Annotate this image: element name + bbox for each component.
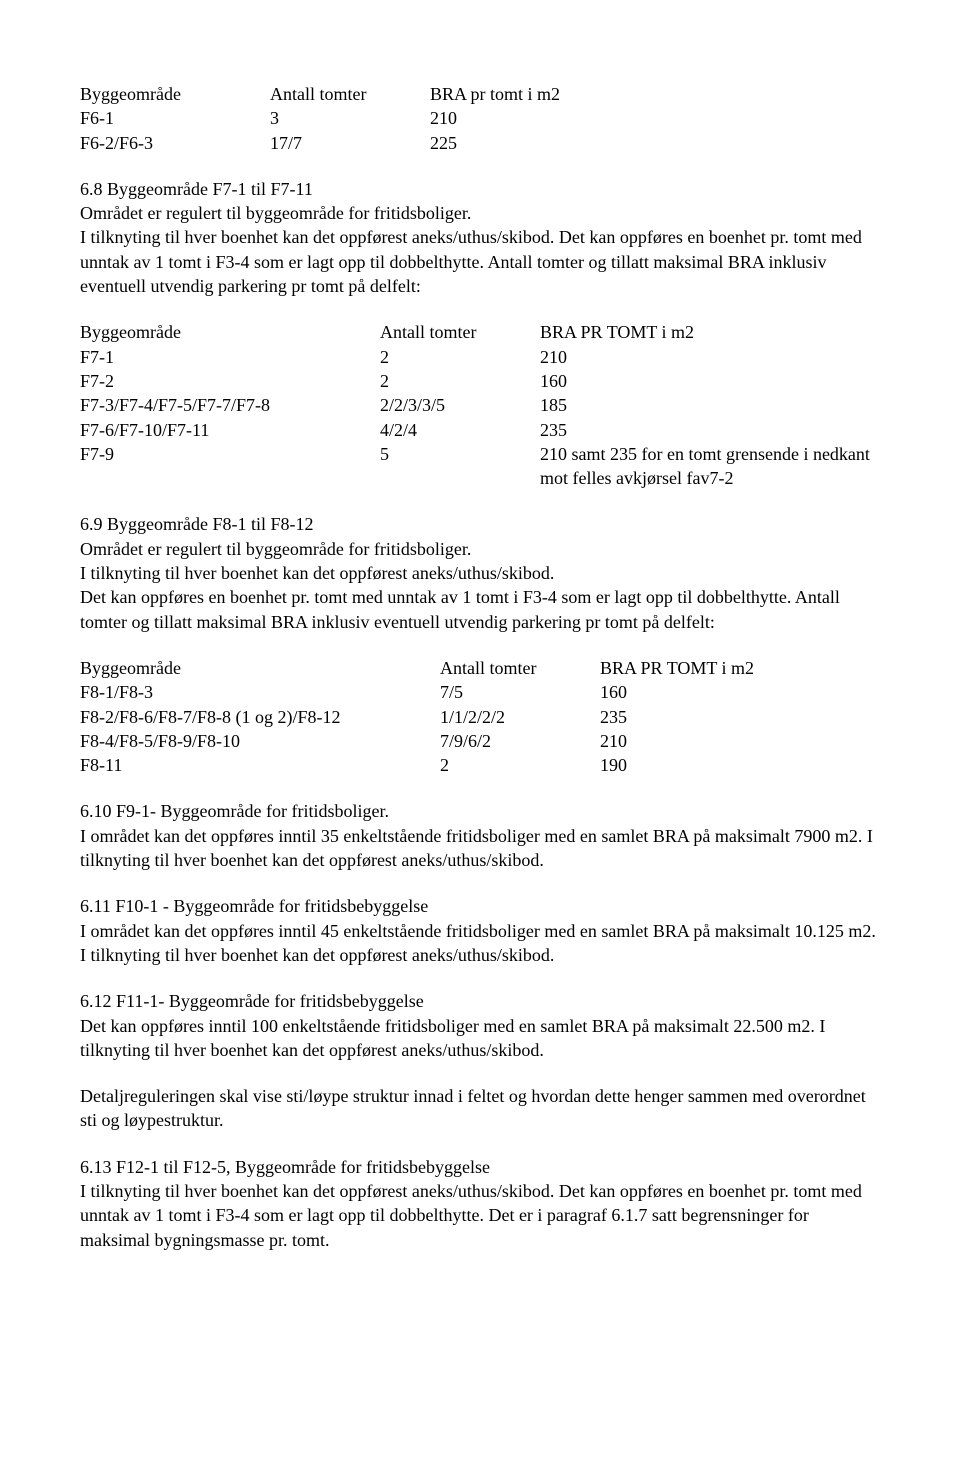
cell: F8-1/F8-3 [80,680,440,704]
cell: F7-1 [80,345,380,369]
cell: 210 [430,106,880,130]
section-6-9-body: Området er regulert til byggeområde for … [80,537,880,634]
section-6-10-title: 6.10 F9-1- Byggeområde for fritidsbolige… [80,799,880,823]
cell: 210 [540,345,880,369]
col-header: Antall tomter [270,82,430,106]
table-row: F7-1 2 210 [80,345,880,369]
table-row: F8-11 2 190 [80,753,880,777]
cell: F6-1 [80,106,270,130]
cell: 2/2/3/3/5 [380,393,540,417]
cell: F7-2 [80,369,380,393]
cell: F8-4/F8-5/F8-9/F8-10 [80,729,440,753]
col-header: BRA PR TOMT i m2 [540,320,880,344]
col-header: BRA PR TOMT i m2 [600,656,880,680]
section-6-11-body: I området kan det oppføres inntil 45 enk… [80,919,880,968]
cell: F6-2/F6-3 [80,131,270,155]
table1-header: Byggeområde Antall tomter BRA pr tomt i … [80,82,880,106]
table-row: F6-1 3 210 [80,106,880,130]
cell: F7-6/F7-10/F7-11 [80,418,380,442]
cell: 210 samt 235 for en tomt grensende i ned… [540,442,880,491]
section-6-12-body2: Detaljreguleringen skal vise sti/løype s… [80,1084,880,1133]
section-6-8-title: 6.8 Byggeområde F7-1 til F7-11 [80,177,880,201]
section-6-11-title: 6.11 F10-1 - Byggeområde for fritidsbeby… [80,894,880,918]
cell: 190 [600,753,880,777]
cell: 185 [540,393,880,417]
cell: 210 [600,729,880,753]
col-header: BRA pr tomt i m2 [430,82,880,106]
col-header: Antall tomter [380,320,540,344]
cell: 2 [440,753,600,777]
col-header: Byggeområde [80,320,380,344]
table-row: F7-9 5 210 samt 235 for en tomt grensend… [80,442,880,491]
cell: 17/7 [270,131,430,155]
cell: 2 [380,369,540,393]
cell: 2 [380,345,540,369]
col-header: Byggeområde [80,82,270,106]
cell: F7-3/F7-4/F7-5/F7-7/F7-8 [80,393,380,417]
cell: 4/2/4 [380,418,540,442]
cell: 5 [380,442,540,491]
table-row: F8-4/F8-5/F8-9/F8-10 7/9/6/2 210 [80,729,880,753]
section-6-8-body: Området er regulert til byggeområde for … [80,201,880,298]
col-header: Antall tomter [440,656,600,680]
table-row: F8-1/F8-3 7/5 160 [80,680,880,704]
section-6-12-title: 6.12 F11-1- Byggeområde for fritidsbebyg… [80,989,880,1013]
table-row: F6-2/F6-3 17/7 225 [80,131,880,155]
cell: 1/1/2/2/2 [440,705,600,729]
section-6-10-body: I området kan det oppføres inntil 35 enk… [80,824,880,873]
cell: 235 [540,418,880,442]
col-header: Byggeområde [80,656,440,680]
cell: 160 [600,680,880,704]
cell: 3 [270,106,430,130]
table-row: F7-6/F7-10/F7-11 4/2/4 235 [80,418,880,442]
cell: 160 [540,369,880,393]
section-6-9-title: 6.9 Byggeområde F8-1 til F8-12 [80,512,880,536]
table-row: F7-2 2 160 [80,369,880,393]
table2-header: Byggeområde Antall tomter BRA PR TOMT i … [80,320,880,344]
cell: 7/9/6/2 [440,729,600,753]
cell: 7/5 [440,680,600,704]
cell: F7-9 [80,442,380,491]
cell: 235 [600,705,880,729]
table-row: F7-3/F7-4/F7-5/F7-7/F7-8 2/2/3/3/5 185 [80,393,880,417]
cell: F8-2/F8-6/F8-7/F8-8 (1 og 2)/F8-12 [80,705,440,729]
cell: F8-11 [80,753,440,777]
cell: 225 [430,131,880,155]
table3-header: Byggeområde Antall tomter BRA PR TOMT i … [80,656,880,680]
section-6-13-title: 6.13 F12-1 til F12-5, Byggeområde for fr… [80,1155,880,1179]
section-6-13-body: I tilknyting til hver boenhet kan det op… [80,1179,880,1252]
section-6-12-body: Det kan oppføres inntil 100 enkeltståend… [80,1014,880,1063]
table-row: F8-2/F8-6/F8-7/F8-8 (1 og 2)/F8-12 1/1/2… [80,705,880,729]
